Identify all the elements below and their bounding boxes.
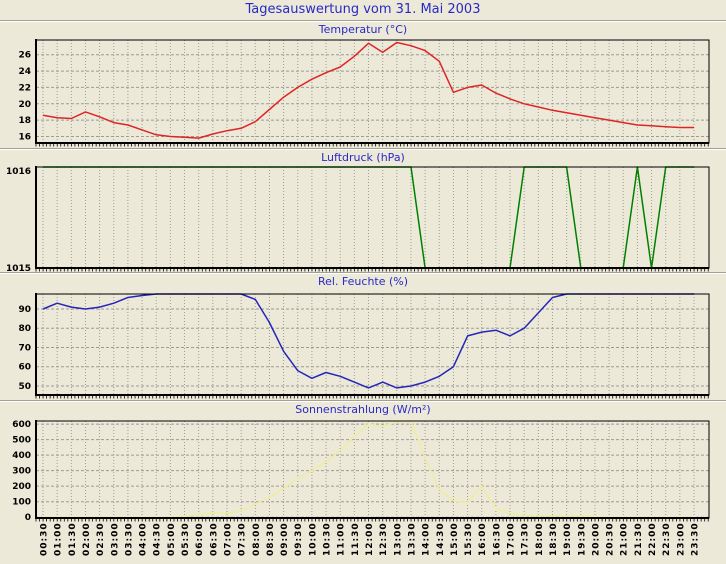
divider: [0, 272, 726, 274]
svg-text:22:30: 22:30: [662, 522, 672, 556]
radiation-chart: 0 100 200 300 400 500 600 00:30 01:00 01:30 02:00 0…: [0, 418, 726, 564]
svg-text:300: 300: [12, 467, 31, 477]
svg-text:20:30: 20:30: [606, 522, 616, 556]
svg-text:11:00: 11:00: [337, 522, 347, 556]
svg-text:60: 60: [18, 363, 31, 373]
svg-text:600: 600: [12, 420, 31, 430]
svg-text:23:00: 23:00: [676, 522, 686, 556]
svg-text:06:00: 06:00: [195, 522, 205, 556]
svg-text:08:00: 08:00: [252, 522, 262, 556]
svg-text:01:30: 01:30: [68, 522, 78, 556]
svg-text:23:30: 23:30: [691, 522, 701, 556]
svg-text:400: 400: [12, 451, 31, 461]
svg-text:16:30: 16:30: [492, 522, 502, 556]
svg-text:19:00: 19:00: [563, 522, 573, 556]
humidity-chart: 50 60 70 80 90: [0, 290, 726, 400]
svg-text:04:30: 04:30: [153, 522, 163, 556]
svg-text:0: 0: [25, 513, 31, 523]
svg-text:16: 16: [18, 132, 31, 142]
svg-text:18:00: 18:00: [535, 522, 545, 556]
svg-text:22:00: 22:00: [648, 522, 658, 556]
svg-text:09:00: 09:00: [280, 522, 290, 556]
svg-text:24: 24: [18, 67, 31, 77]
svg-text:22: 22: [18, 83, 31, 93]
svg-text:05:00: 05:00: [167, 522, 177, 556]
svg-text:21:30: 21:30: [634, 522, 644, 556]
svg-text:80: 80: [18, 324, 31, 334]
svg-text:09:30: 09:30: [294, 522, 304, 556]
svg-text:90: 90: [18, 305, 31, 315]
svg-text:20: 20: [18, 100, 31, 110]
svg-text:10:00: 10:00: [308, 522, 318, 556]
svg-text:08:30: 08:30: [266, 522, 276, 556]
svg-text:14:00: 14:00: [422, 522, 432, 556]
svg-text:18: 18: [18, 116, 31, 126]
pressure-chart-title: Luftdruck (hPa): [321, 151, 405, 164]
svg-text:03:30: 03:30: [124, 522, 134, 556]
svg-text:06:30: 06:30: [209, 522, 219, 556]
humidity-section: Rel. Feuchte (%) 50 60 70 80 90: [0, 274, 726, 400]
svg-text:18:30: 18:30: [549, 522, 559, 556]
svg-text:17:00: 17:00: [507, 522, 517, 556]
svg-text:04:00: 04:00: [139, 522, 149, 556]
svg-text:70: 70: [18, 343, 31, 353]
temperature-chart: 16 18 20 22 24 26: [0, 38, 726, 148]
svg-text:13:30: 13:30: [407, 522, 417, 556]
svg-text:26: 26: [18, 51, 31, 61]
svg-text:12:30: 12:30: [379, 522, 389, 556]
divider: [0, 20, 726, 22]
svg-text:11:30: 11:30: [351, 522, 361, 556]
svg-text:13:00: 13:00: [393, 522, 403, 556]
svg-text:1016: 1016: [6, 167, 31, 177]
svg-text:12:00: 12:00: [365, 522, 375, 556]
svg-text:100: 100: [12, 498, 31, 508]
svg-text:17:30: 17:30: [521, 522, 531, 556]
svg-text:02:00: 02:00: [82, 522, 92, 556]
svg-text:19:30: 19:30: [577, 522, 587, 556]
divider: [0, 400, 726, 402]
divider: [0, 148, 726, 150]
svg-text:03:00: 03:00: [110, 522, 120, 556]
page-title: Tagesauswertung vom 31. Mai 2003: [245, 2, 481, 17]
svg-text:10:30: 10:30: [323, 522, 333, 556]
svg-text:21:00: 21:00: [620, 522, 630, 556]
temperature-section: Temperatur (°C) 16 18 20 22 24 26: [0, 22, 726, 148]
pressure-section: Luftdruck (hPa) 1015 1016: [0, 150, 726, 272]
svg-text:50: 50: [18, 382, 31, 392]
svg-text:07:00: 07:00: [223, 522, 233, 556]
svg-text:15:00: 15:00: [450, 522, 460, 556]
svg-text:02:30: 02:30: [96, 522, 106, 556]
svg-text:500: 500: [12, 436, 31, 446]
svg-text:20:00: 20:00: [591, 522, 601, 556]
svg-text:16:00: 16:00: [478, 522, 488, 556]
humidity-chart-title: Rel. Feuchte (%): [317, 275, 409, 288]
temperature-chart-title: Temperatur (°C): [318, 23, 408, 36]
radiation-chart-title: Sonnenstrahlung (W/m²): [295, 403, 431, 416]
svg-text:00:30: 00:30: [40, 522, 50, 556]
svg-text:14:30: 14:30: [436, 522, 446, 556]
svg-text:07:30: 07:30: [238, 522, 248, 556]
svg-text:15:30: 15:30: [464, 522, 474, 556]
svg-text:1015: 1015: [6, 264, 31, 272]
pressure-chart: 1015 1016: [0, 166, 726, 272]
radiation-section: Sonnenstrahlung (W/m²) 0 100 200 300 400 500 6…: [0, 402, 726, 564]
svg-text:05:30: 05:30: [181, 522, 191, 556]
svg-text:01:00: 01:00: [54, 522, 64, 556]
svg-text:200: 200: [12, 482, 31, 492]
